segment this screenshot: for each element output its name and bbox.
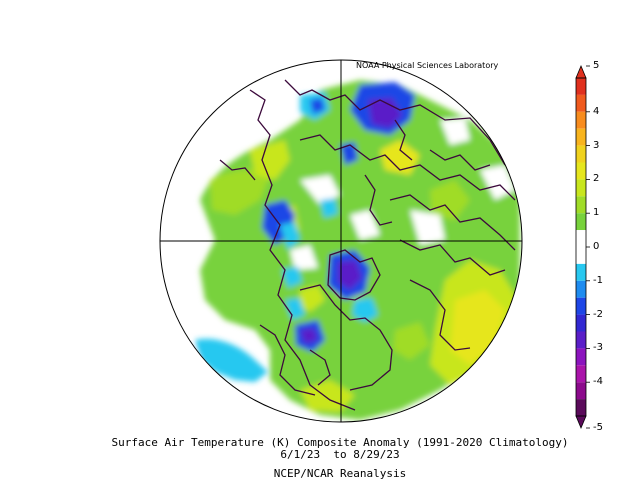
colorbar-bin bbox=[576, 94, 586, 112]
colorbar-tick-label: -1 bbox=[593, 274, 603, 286]
data-source: NCEP/NCAR Reanalysis bbox=[273, 467, 407, 480]
colorbar-bin bbox=[576, 78, 586, 95]
colorbar-tick-label: -2 bbox=[593, 308, 603, 320]
colorbar-tick-label: -4 bbox=[593, 376, 603, 388]
colorbar-bin bbox=[576, 179, 586, 197]
colorbar-bin bbox=[576, 111, 586, 129]
colorbar-tick-label: -3 bbox=[593, 342, 603, 354]
colorbar-bin bbox=[576, 247, 586, 264]
colorbar-bin bbox=[576, 213, 586, 231]
colorbar-bin bbox=[576, 297, 586, 315]
colorbar-tick-label: -5 bbox=[593, 422, 603, 433]
colorbar bbox=[575, 64, 590, 430]
colorbar-tick-label: 1 bbox=[593, 207, 600, 219]
colorbar-bin bbox=[576, 230, 586, 247]
colorbar-bin bbox=[576, 331, 586, 349]
colorbar-bin bbox=[576, 365, 586, 383]
colorbar-tick-label: 5 bbox=[593, 60, 600, 71]
colorbar-bin bbox=[576, 399, 586, 416]
date-range: 6/1/23 to 8/29/23 bbox=[280, 448, 400, 461]
colorbar-tick-label: 3 bbox=[593, 139, 600, 151]
colorbar-bin bbox=[576, 263, 586, 281]
colorbar-bin bbox=[576, 196, 586, 214]
colorbar-bin bbox=[576, 145, 586, 163]
colorbar-min-arrow bbox=[575, 415, 587, 430]
colorbar-bin bbox=[576, 382, 586, 400]
colorbar-max-arrow bbox=[575, 64, 587, 79]
figure-title: Surface Air Temperature (K) Composite An… bbox=[111, 436, 569, 449]
colorbar-tick-label: 0 bbox=[593, 241, 600, 252]
colorbar-bin bbox=[576, 348, 586, 366]
colorbar-bin bbox=[576, 280, 586, 298]
coastlines bbox=[219, 79, 516, 411]
map-border bbox=[159, 59, 523, 423]
credit-label: NOAA Physical Sciences Laboratory bbox=[356, 61, 499, 70]
colorbar-bin bbox=[576, 128, 586, 146]
colorbar-bin bbox=[576, 162, 586, 180]
colorbar-bin bbox=[576, 314, 586, 332]
colorbar-tick-label: 2 bbox=[593, 173, 600, 185]
colorbar-tick-label: 4 bbox=[593, 105, 600, 117]
